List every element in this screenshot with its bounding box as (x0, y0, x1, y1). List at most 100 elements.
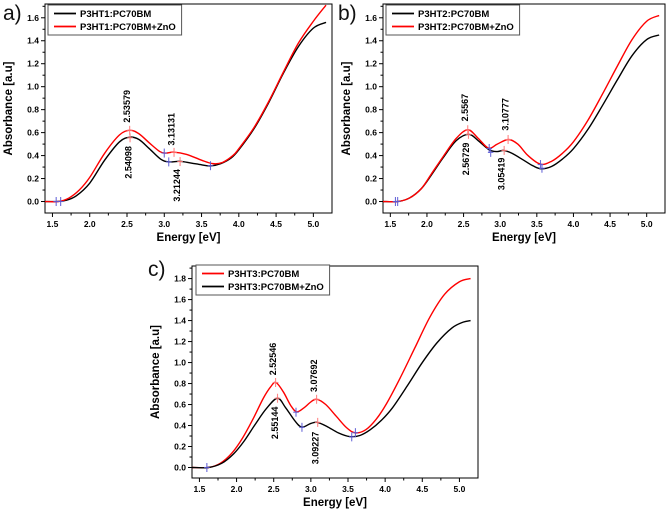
y-tick-label: 0.8 (174, 379, 186, 389)
panel-c: c) 1.5 2.0 2.5 3.0 3.5 4.0 4.5 5.0 0.0 0.2 0.4 0.6 0… (130, 253, 542, 515)
y-tick-label: 1.6 (27, 13, 39, 23)
panel-a: a) 1.5 2.0 2.5 3.0 3.5 4.0 4.5 5.0 0.0 0.2 0.4 0.6 0… (0, 0, 335, 250)
panel-c-label: c) (148, 258, 166, 281)
legend: P3HT2:PC70BM P3HT2:PC70BM+ZnO (385, 4, 521, 36)
peak-marker (127, 133, 133, 143)
y-tick-label: 0.6 (174, 400, 186, 410)
y-axis-title: Absorbance [a.u] (150, 325, 162, 419)
x-tick-label: 4.5 (270, 219, 282, 229)
panel-a-label: a) (3, 2, 22, 25)
y-tick-label: 0.8 (365, 105, 377, 115)
peak-annotation: 3.21244 (172, 169, 182, 202)
legend: P3HT3:PC70BM P3HT3:PC70BM+ZnO (195, 264, 331, 296)
y-tick-label: 0.4 (365, 151, 377, 161)
peak-marker (272, 377, 279, 387)
x-tick-label: 2.0 (84, 219, 96, 229)
y-tick-label: 1.0 (27, 82, 39, 92)
chart-b-svg: 1.5 2.0 2.5 3.0 3.5 4.0 4.5 5.0 0.0 0.2 0.4 0.6 0.8 1… (341, 3, 666, 244)
peak-marker (314, 417, 321, 427)
peak-annotation: 3.10777 (500, 98, 510, 131)
x-tick-label: 3.0 (158, 219, 170, 229)
x-tick-label: 4.5 (604, 219, 616, 229)
y-tick-label: 1.4 (27, 36, 39, 46)
peak-marker (313, 394, 320, 404)
x-tick-label: 4.0 (233, 219, 245, 229)
series-curve-p3ht2-pc70bm-zno (383, 14, 660, 203)
y-tick-label: 1.2 (365, 59, 377, 69)
y-tick-label: 1.4 (365, 36, 377, 46)
peak-annotation: 3.07692 (309, 359, 319, 392)
peak-annotation: 2.53579 (122, 90, 132, 123)
y-tick-label: 0.6 (365, 128, 377, 138)
x-axis-title: Energy [eV] (157, 232, 221, 244)
x-tick-label: 1.5 (384, 219, 396, 229)
plot-frame (44, 3, 333, 214)
peak-annotation: 3.09227 (310, 432, 320, 465)
legend-item-label: P3HT3:PC70BM+ZnO (228, 282, 324, 293)
x-tick-label: 3.0 (494, 219, 506, 229)
point-marker (487, 147, 494, 157)
legend-item-label: P3HT3:PC70BM (228, 269, 299, 280)
y-tick-label: 0.0 (174, 463, 186, 473)
x-tick-label: 2.5 (121, 219, 133, 229)
y-tick-label: 1.2 (174, 337, 186, 347)
y-tick-label: 1.2 (27, 59, 39, 69)
legend-box (47, 4, 183, 36)
chart-c-svg: 1.5 2.0 2.5 3.0 3.5 4.0 4.5 5.0 0.0 0.2 0.4 0.6 0.8 1… (150, 264, 479, 509)
series-curve-p3ht2-pc70bm (383, 34, 660, 203)
panel-b: b) 1.5 2.0 2.5 3.0 3.5 4.0 4.5 5.0 0.0 0.2 0.4 0.6 0… (335, 0, 669, 250)
y-tick-label: 1.6 (174, 295, 186, 305)
panel-b-label: b) (338, 2, 357, 25)
point-marker (161, 148, 168, 158)
x-tick-label: 2.0 (421, 219, 433, 229)
plot-frame (191, 265, 479, 479)
point-marker (165, 157, 172, 167)
series-curve-p3ht1-pc70bm (45, 21, 327, 203)
y-axis-title: Absorbance [a.u] (3, 61, 15, 155)
peak-annotation: 2.5567 (460, 94, 470, 122)
peak-marker (171, 147, 177, 157)
y-tick-label: 1.0 (365, 82, 377, 92)
y-tick-label: 0.0 (365, 197, 377, 207)
x-axis-title: Energy [eV] (303, 497, 367, 509)
legend: P3HT1:PC70BM P3HT1:PC70BM+ZnO (47, 4, 183, 36)
point-marker (394, 197, 401, 207)
y-tick-label: 1.0 (174, 358, 186, 368)
x-tick-label: 4.5 (416, 484, 428, 494)
y-tick-label: 1.8 (174, 274, 186, 284)
peak-marker (501, 145, 507, 155)
x-tick-label: 2.5 (458, 219, 470, 229)
point-marker (299, 422, 305, 432)
y-tick-label: 0.4 (27, 151, 39, 161)
point-marker (352, 428, 359, 438)
chart-a-svg: 1.5 2.0 2.5 3.0 3.5 4.0 4.5 5.0 0.0 0.2 0.4 0.6 0.8 1… (3, 3, 333, 244)
peak-annotation: 2.55144 (270, 407, 280, 440)
legend-box (385, 4, 521, 36)
series-curve-p3ht3-pc70bm-zno (192, 319, 471, 469)
point-marker (207, 161, 214, 171)
y-tick-label: 0.2 (365, 174, 377, 184)
y-tick-label: 0.2 (27, 174, 39, 184)
point-marker (348, 432, 355, 442)
peak-annotation: 2.56729 (461, 143, 471, 176)
y-tick-label: 1.4 (174, 316, 186, 326)
peak-annotation: 2.52546 (268, 343, 278, 376)
peak-annotation: 3.13131 (167, 113, 177, 146)
x-tick-label: 2.0 (231, 484, 243, 494)
y-tick-label: 0.6 (27, 128, 39, 138)
x-tick-label: 5.0 (454, 484, 466, 494)
legend-item-label: P3HT1:PC70BM+ZnO (80, 22, 176, 33)
x-tick-label: 1.5 (194, 484, 206, 494)
peak-marker (465, 129, 472, 139)
legend-item-label: P3HT1:PC70BM (80, 9, 151, 20)
y-tick-label: 0.2 (174, 442, 186, 452)
point-marker (539, 163, 545, 173)
x-tick-label: 3.0 (305, 484, 317, 494)
point-marker (57, 197, 64, 207)
x-axis-title: Energy [eV] (492, 232, 556, 244)
legend-box (195, 264, 331, 296)
peak-marker (274, 393, 281, 403)
x-tick-label: 4.0 (379, 484, 391, 494)
x-tick-label: 1.5 (47, 219, 59, 229)
peak-annotation: 2.54098 (123, 146, 133, 179)
